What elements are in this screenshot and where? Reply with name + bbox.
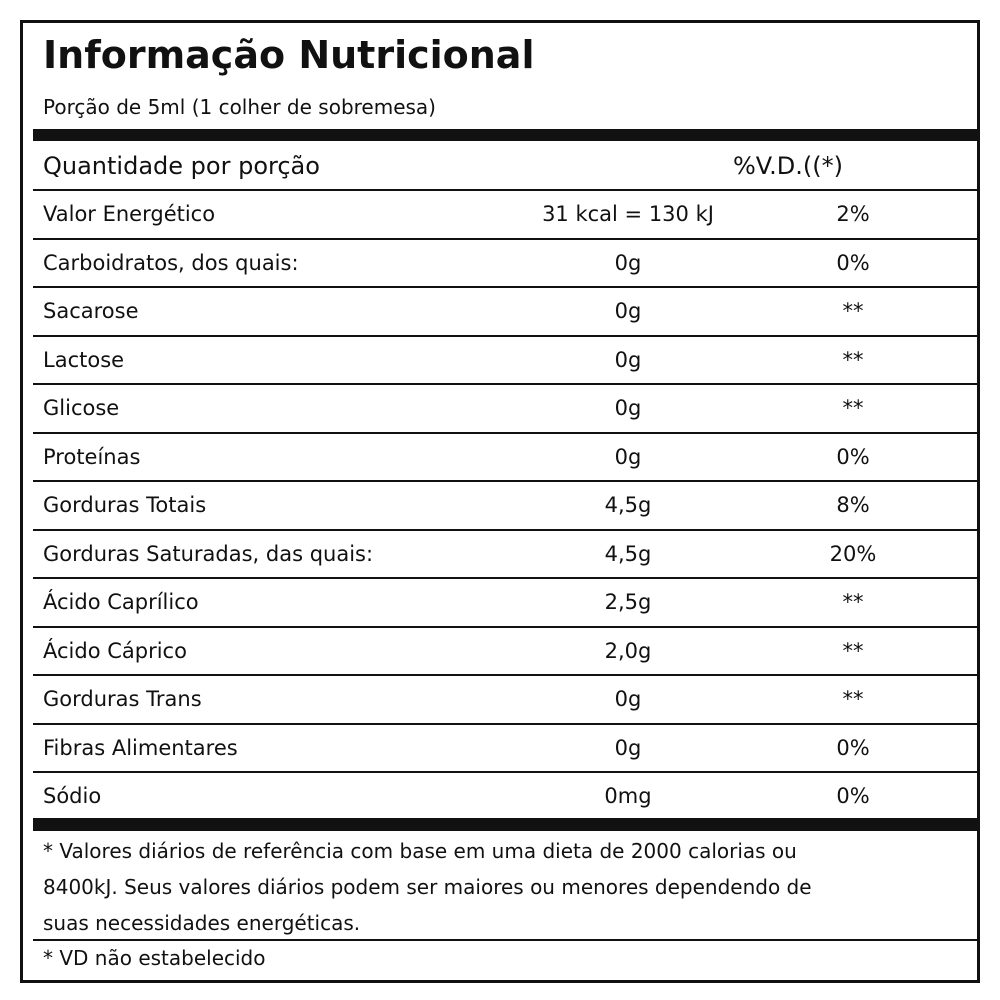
table-cell: 0%	[836, 735, 870, 760]
table-cell: Ácido Cáprico	[43, 638, 187, 663]
table-cell: 0g	[614, 250, 642, 275]
table-cell: 0%	[836, 250, 870, 275]
table-row: Sacarose 0g **	[33, 288, 977, 337]
table-cell: **	[842, 687, 864, 712]
table-cell: Lactose	[43, 347, 125, 372]
table-row: Gorduras Trans 0g **	[33, 676, 977, 725]
title: Informação Nutricional	[43, 33, 535, 77]
table-cell: 4,5g	[604, 493, 652, 518]
table-cell: Ácido Caprílico	[43, 590, 199, 615]
table-row: Glicose 0g **	[33, 385, 977, 434]
header-cell: %V.D.((*)	[733, 152, 843, 180]
table-row: Gorduras Totais 4,5g 8%	[33, 482, 977, 531]
footnote: * VD não estabelecido	[43, 946, 266, 970]
table-cell: 20%	[829, 541, 877, 566]
table-cell: **	[842, 638, 864, 663]
subtitle: Porção de 5ml (1 colher de sobremesa)	[43, 95, 436, 119]
table-cell: 8%	[836, 493, 870, 518]
thick-rule	[33, 818, 977, 831]
table-cell: 0g	[614, 444, 642, 469]
table-cell: 0%	[836, 444, 870, 469]
table-cell: 4,5g	[604, 541, 652, 566]
table-cell: **	[842, 299, 864, 324]
thick-rule	[33, 129, 977, 141]
table-cell: 0g	[614, 396, 642, 421]
table-cell: Sacarose	[43, 299, 139, 324]
table-row: Sódio 0mg 0%	[33, 773, 977, 822]
table-row: Valor Energético 31 kcal = 130 kJ 2%	[33, 191, 977, 240]
table-row: Ácido Cáprico 2,0g **	[33, 628, 977, 676]
table-row: Gorduras Saturadas, das quais: 4,5g 20%	[33, 531, 977, 579]
table-cell: **	[842, 590, 864, 615]
table-cell: 2,5g	[604, 590, 652, 615]
table-cell: Gorduras Totais	[43, 493, 207, 518]
table-row: Proteínas 0g 0%	[33, 434, 977, 482]
table-cell: Gorduras Trans	[43, 687, 202, 712]
footnote: * Valores diários de referência com base…	[43, 839, 812, 935]
table-row: Ácido Caprílico 2,5g **	[33, 579, 977, 628]
rule	[33, 939, 977, 941]
header-cell: Quantidade por porção	[43, 152, 320, 180]
table-cell: Sódio	[43, 784, 102, 809]
table-cell: **	[842, 396, 864, 421]
table-row: Lactose 0g **	[33, 337, 977, 385]
table-cell: 0%	[836, 784, 870, 809]
table-cell: Carboidratos, dos quais:	[43, 250, 299, 275]
table-row: Fibras Alimentares 0g 0%	[33, 725, 977, 773]
nutrition-label: Informação Nutricional Porção de 5ml (1 …	[20, 20, 980, 983]
table-header: Quantidade por porção %V.D.((*)	[33, 143, 977, 191]
table-cell: 2,0g	[604, 638, 652, 663]
table-cell: 0g	[614, 347, 642, 372]
table-cell: 0g	[614, 687, 642, 712]
table-cell: Gorduras Saturadas, das quais:	[43, 541, 374, 566]
table-cell: 31 kcal = 130 kJ	[542, 202, 714, 227]
table-cell: Glicose	[43, 396, 120, 421]
table-cell: 0g	[614, 299, 642, 324]
table-cell: Valor Energético	[43, 202, 216, 227]
table-cell: Fibras Alimentares	[43, 735, 238, 760]
table-cell: 0g	[614, 735, 642, 760]
table-cell: Proteínas	[43, 444, 141, 469]
table-cell: 2%	[836, 202, 870, 227]
table-row: Carboidratos, dos quais: 0g 0%	[33, 240, 977, 288]
table-cell: **	[842, 347, 864, 372]
table-cell: 0mg	[604, 784, 652, 809]
